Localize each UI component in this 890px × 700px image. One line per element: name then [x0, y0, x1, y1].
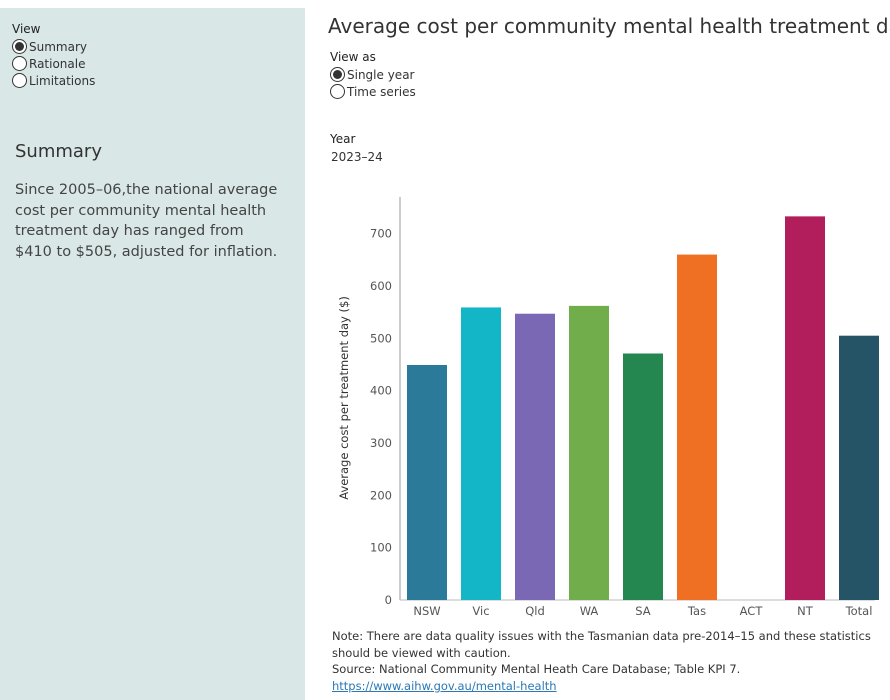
radio-selected-icon[interactable] [12, 39, 27, 54]
y-tick-label: 400 [370, 384, 392, 398]
y-tick-label: 300 [370, 436, 392, 450]
bar-wa[interactable] [569, 305, 609, 600]
radio-icon[interactable] [12, 56, 27, 71]
y-tick-label: 500 [370, 331, 392, 345]
view-as-label: View as [330, 50, 376, 64]
bars [407, 216, 879, 601]
view-as-option-label: Time series [347, 84, 416, 99]
summary-heading: Summary [15, 141, 102, 162]
view-option-limitations[interactable]: Limitations [12, 73, 95, 88]
view-option-rationale[interactable]: Rationale [12, 56, 85, 71]
radio-selected-icon[interactable] [330, 67, 345, 82]
view-option-label: Limitations [29, 73, 96, 88]
x-ticks: NSW Vic Qld WA SA Tas ACT NT Total [413, 604, 872, 618]
y-tick-label: 600 [370, 279, 392, 293]
year-label: Year [330, 132, 356, 146]
bar-qld[interactable] [515, 313, 555, 600]
y-tick-label: 0 [385, 593, 392, 607]
bar-tas[interactable] [677, 254, 717, 601]
x-tick-label: Total [845, 604, 873, 618]
y-axis-label: Average cost per treatment day ($) [337, 296, 351, 500]
bar-sa[interactable] [623, 353, 663, 600]
radio-icon[interactable] [330, 84, 345, 99]
source-link[interactable]: https://www.aihw.gov.au/mental-health [332, 678, 557, 693]
bar-vic[interactable] [461, 307, 501, 600]
year-value[interactable]: 2023–24 [331, 150, 383, 164]
x-tick-label: ACT [740, 604, 764, 618]
x-tick-label: SA [635, 604, 651, 618]
chart-notes: Note: There are data quality issues with… [332, 628, 877, 694]
bar-nt[interactable] [785, 216, 825, 600]
bar-chart: Average cost per treatment day ($) 0 100 2… [337, 197, 879, 618]
source-text: Source: National Community Mental Heath … [332, 662, 741, 676]
x-tick-label: Tas [687, 604, 706, 618]
summary-text: Since 2005–06,the national average cost … [15, 182, 278, 260]
view-option-summary[interactable]: Summary [12, 39, 87, 54]
x-tick-label: NT [797, 604, 814, 618]
bar-nsw[interactable] [407, 365, 447, 600]
x-tick-label: Vic [472, 604, 489, 618]
view-as-option-label: Single year [347, 67, 415, 82]
x-tick-label: Qld [525, 604, 545, 618]
y-tick-label: 200 [370, 488, 392, 502]
x-tick-label: WA [580, 604, 599, 618]
view-as-single-year[interactable]: Single year [330, 67, 414, 82]
sidebar: View Summary Rationale Limitations Summa… [0, 8, 305, 700]
x-tick-label: NSW [413, 604, 440, 618]
view-option-label: Rationale [29, 56, 86, 71]
page-title: Average cost per community mental health… [328, 14, 890, 38]
view-label: View [12, 22, 41, 36]
view-as-time-series[interactable]: Time series [330, 84, 416, 99]
y-ticks: 0 100 200 300 400 500 600 700 [370, 227, 392, 607]
view-option-label: Summary [29, 39, 87, 54]
bar-total[interactable] [839, 335, 879, 600]
radio-icon[interactable] [12, 73, 27, 88]
note-text: Note: There are data quality issues with… [332, 629, 871, 660]
y-tick-label: 100 [370, 541, 392, 555]
y-tick-label: 700 [370, 227, 392, 241]
